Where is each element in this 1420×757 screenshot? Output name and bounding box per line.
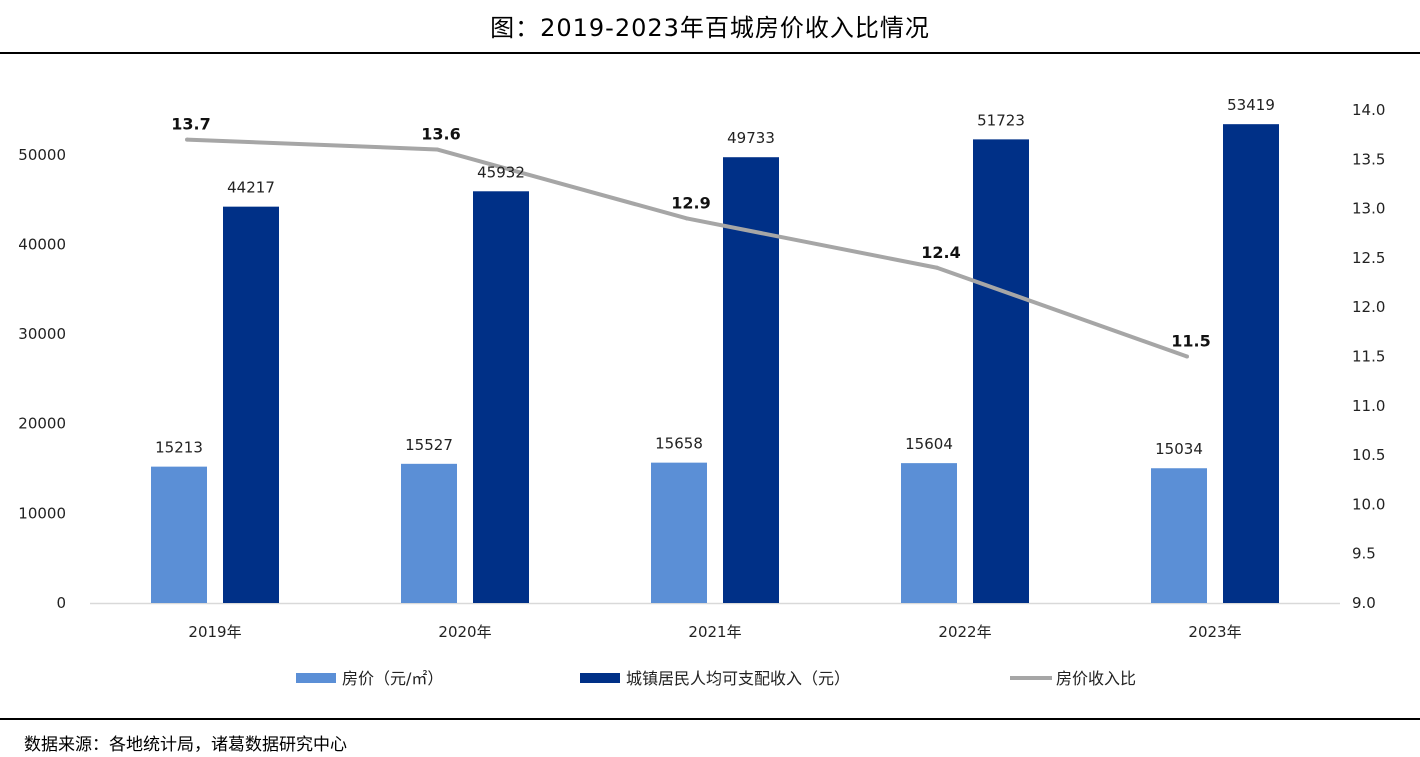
bar-house-price-label: 15034 bbox=[1155, 440, 1203, 458]
chart-title: 图：2019-2023年百城房价收入比情况 bbox=[490, 14, 930, 42]
legend: 房价（元/㎡） 城镇居民人均可支配收入（元） 房价收入比 bbox=[296, 669, 1136, 688]
bar-house-price bbox=[901, 463, 957, 603]
bar-income bbox=[223, 206, 279, 603]
y-left-tick-label: 40000 bbox=[18, 235, 66, 253]
bar-income bbox=[1223, 124, 1279, 603]
x-tick-label: 2021年 bbox=[688, 623, 741, 641]
ratio-point bbox=[185, 137, 189, 142]
bar-house-price bbox=[401, 463, 457, 603]
bar-house-price bbox=[651, 462, 707, 603]
bar-income-label: 49733 bbox=[727, 129, 775, 147]
legend-label: 房价（元/㎡） bbox=[342, 669, 443, 688]
bar-income bbox=[973, 139, 1029, 603]
y-right-tick-label: 12.5 bbox=[1352, 249, 1385, 267]
x-tick-label: 2022年 bbox=[938, 623, 991, 641]
y-right-tick-label: 13.5 bbox=[1352, 150, 1385, 168]
y-left-tick-label: 0 bbox=[56, 594, 66, 612]
bar-house-price bbox=[151, 466, 207, 603]
ratio-point bbox=[1185, 354, 1189, 359]
y-left-tick-label: 20000 bbox=[18, 415, 66, 433]
bar-income bbox=[473, 191, 529, 603]
bar-house-price-label: 15527 bbox=[405, 436, 453, 454]
bar-income-label: 45932 bbox=[477, 163, 525, 181]
bottom-rule bbox=[0, 718, 1420, 720]
bar-house-price-label: 15658 bbox=[655, 435, 703, 453]
ratio-line bbox=[185, 137, 1189, 359]
y-right-tick-label: 14.0 bbox=[1352, 101, 1385, 119]
axes: 0 10000 20000 30000 40000 50000 9.0 9.5 10.0 10.5… bbox=[18, 101, 1385, 641]
legend-label: 房价收入比 bbox=[1056, 669, 1136, 688]
top-rule bbox=[0, 52, 1420, 54]
x-tick-label: 2020年 bbox=[438, 623, 491, 641]
ratio-label: 12.4 bbox=[921, 243, 960, 262]
ratio-line-path bbox=[186, 137, 1188, 359]
bar-income-label: 51723 bbox=[977, 111, 1025, 129]
bar-income bbox=[723, 157, 779, 603]
legend-swatch bbox=[580, 673, 620, 683]
data-source: 数据来源：各地统计局，诸葛数据研究中心 bbox=[24, 735, 347, 755]
y-right-tick-label: 9.0 bbox=[1352, 594, 1376, 612]
bars bbox=[151, 124, 1279, 603]
y-left-tick-label: 10000 bbox=[18, 504, 66, 522]
data-labels: 15213 44217 15527 45932 15658 49733 15604 51723… bbox=[155, 96, 1275, 458]
y-right-tick-label: 10.0 bbox=[1352, 495, 1385, 513]
y-right-tick-label: 11.5 bbox=[1352, 348, 1385, 366]
y-left-tick-label: 30000 bbox=[18, 325, 66, 343]
y-left-tick-label: 50000 bbox=[18, 146, 66, 164]
ratio-label: 13.6 bbox=[421, 124, 460, 143]
ratio-label: 13.7 bbox=[171, 115, 210, 134]
y-right-tick-label: 11.0 bbox=[1352, 397, 1385, 415]
ratio-label: 12.9 bbox=[671, 193, 710, 212]
bar-house-price-label: 15604 bbox=[905, 435, 953, 453]
bar-house-price-label: 15213 bbox=[155, 439, 203, 457]
legend-swatch bbox=[296, 673, 336, 683]
ratio-label: 11.5 bbox=[1171, 332, 1210, 351]
bar-house-price bbox=[1151, 468, 1207, 603]
x-tick-label: 2019年 bbox=[188, 623, 241, 641]
ratio-point bbox=[935, 265, 939, 270]
bar-income-label: 44217 bbox=[227, 179, 275, 197]
y-right-tick-label: 9.5 bbox=[1352, 545, 1376, 563]
ratio-point bbox=[435, 147, 439, 152]
x-tick-label: 2023年 bbox=[1188, 623, 1241, 641]
bar-income-label: 53419 bbox=[1227, 96, 1275, 114]
legend-label: 城镇居民人均可支配收入（元） bbox=[626, 669, 850, 688]
y-right-tick-label: 10.5 bbox=[1352, 446, 1385, 464]
y-right-tick-label: 13.0 bbox=[1352, 200, 1385, 218]
chart-area: 0 10000 20000 30000 40000 50000 9.0 9.5 10.0 10.5… bbox=[18, 96, 1385, 688]
ratio-point bbox=[685, 216, 689, 221]
y-right-tick-label: 12.0 bbox=[1352, 298, 1385, 316]
